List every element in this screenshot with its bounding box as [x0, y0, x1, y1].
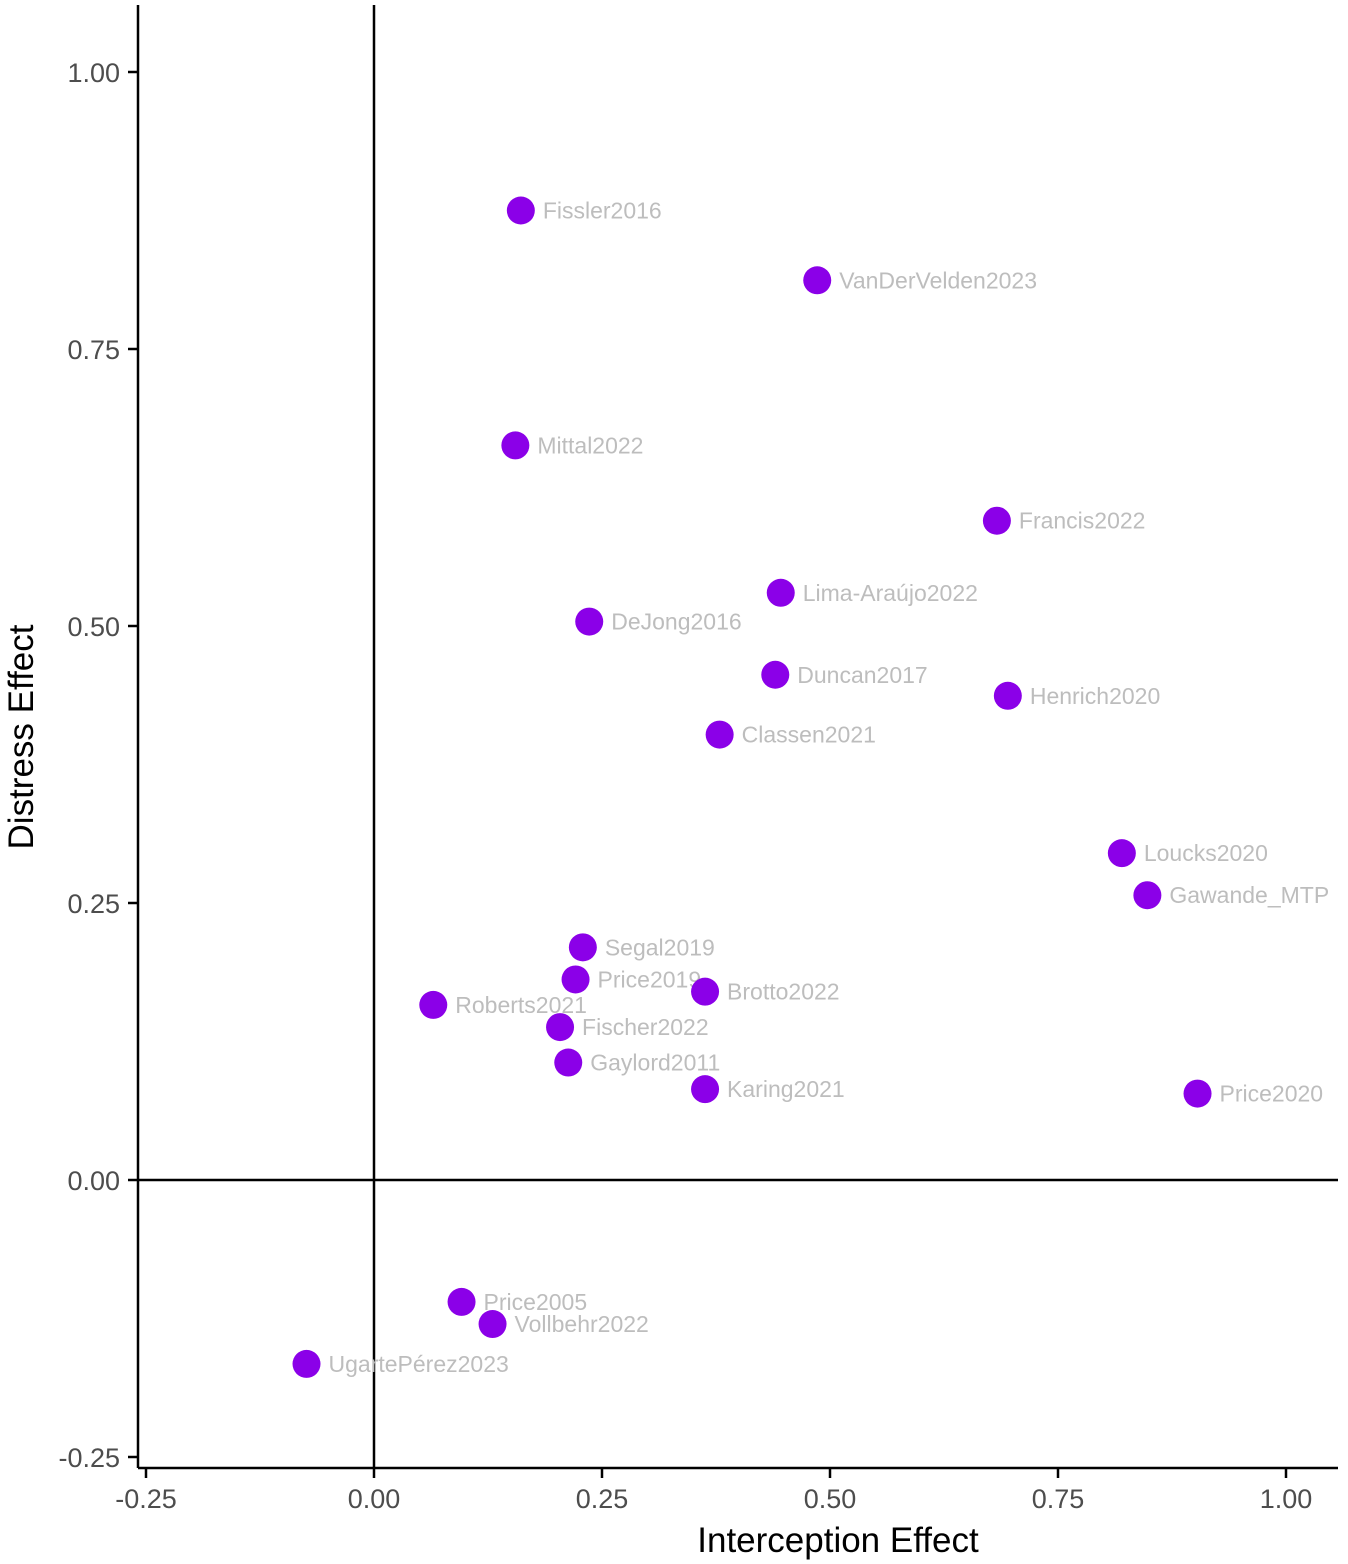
data-point-group: Karing2021	[691, 1075, 845, 1104]
data-point	[803, 266, 832, 295]
data-point-group: UgartePérez2023	[292, 1349, 509, 1378]
data-point	[419, 990, 448, 1019]
y-axis-title: Distress Effect	[2, 624, 41, 849]
data-point-label: Fischer2022	[582, 1014, 709, 1040]
x-tick-label: 1.00	[1260, 1484, 1313, 1514]
data-point-group: Gaylord2011	[554, 1048, 720, 1077]
data-point-label: Vollbehr2022	[515, 1311, 649, 1337]
data-point	[506, 196, 535, 225]
data-point	[691, 1075, 720, 1104]
data-point-label: Karing2021	[727, 1076, 845, 1102]
data-point-group: Price2020	[1183, 1079, 1324, 1108]
x-axis-ticks: -0.25 0.00 0.25 0.50 0.75 1.00	[115, 1468, 1312, 1514]
x-tick-label: 0.25	[576, 1484, 629, 1514]
data-point-group: Gawande_MTP	[1133, 881, 1329, 910]
data-point-group: Price2005	[447, 1287, 588, 1316]
data-point-group: Loucks2020	[1107, 839, 1268, 868]
data-point-group: Vollbehr2022	[478, 1310, 649, 1339]
y-tick-label: 1.00	[67, 58, 120, 88]
data-point-group: Segal2019	[568, 933, 715, 962]
y-axis-ticks: -0.25 0.00 0.25 0.50 0.75 1.00	[58, 58, 138, 1473]
y-tick-label: 0.00	[67, 1166, 120, 1196]
data-point-label: Gaylord2011	[590, 1050, 720, 1076]
data-point-group: Duncan2017	[761, 660, 928, 689]
data-point-label: Francis2022	[1019, 508, 1146, 534]
data-point-group: Francis2022	[982, 506, 1146, 535]
data-point	[447, 1287, 476, 1316]
data-point	[705, 720, 734, 749]
x-tick-label: -0.25	[115, 1484, 177, 1514]
data-point-label: Fissler2016	[543, 198, 662, 224]
data-point-label: Mittal2022	[537, 432, 643, 458]
data-points: Fissler2016 VanDerVelden2023 Mittal2022 Fra…	[292, 196, 1329, 1378]
y-tick-label: 0.50	[67, 612, 120, 642]
y-tick-label: 0.25	[67, 889, 120, 919]
data-point	[554, 1048, 583, 1077]
data-point	[575, 607, 604, 636]
data-point-group: Classen2021	[705, 720, 876, 749]
data-point-label: VanDerVelden2023	[839, 267, 1037, 293]
data-point-group: DeJong2016	[575, 607, 742, 636]
data-point-label: DeJong2016	[611, 609, 741, 635]
data-point-label: Henrich2020	[1030, 683, 1160, 709]
data-point	[1183, 1079, 1212, 1108]
data-point	[501, 431, 530, 460]
data-point	[1133, 881, 1162, 910]
data-point-label: Brotto2022	[727, 979, 840, 1005]
data-point	[691, 977, 720, 1006]
data-point-group: Henrich2020	[993, 681, 1160, 710]
data-point-label: Price2019	[598, 966, 702, 992]
data-point-label: Roberts2021	[455, 992, 587, 1018]
y-tick-label: 0.75	[67, 335, 120, 365]
data-point-label: Lima-Araújo2022	[803, 580, 978, 606]
data-point	[982, 506, 1011, 535]
data-point-group: VanDerVelden2023	[803, 266, 1037, 295]
x-tick-label: 0.00	[348, 1484, 401, 1514]
data-point-group: Roberts2021	[419, 990, 587, 1019]
data-point-group: Brotto2022	[691, 977, 840, 1006]
x-tick-label: 0.50	[804, 1484, 857, 1514]
x-tick-label: 0.75	[1032, 1484, 1085, 1514]
data-point-label: Loucks2020	[1144, 840, 1268, 866]
y-tick-label: -0.25	[58, 1443, 120, 1473]
data-point	[478, 1310, 507, 1339]
data-point	[292, 1349, 321, 1378]
data-point-group: Lima-Araújo2022	[766, 578, 978, 607]
x-axis-title: Interception Effect	[697, 1521, 979, 1560]
data-point	[546, 1013, 575, 1042]
data-point-label: Segal2019	[605, 934, 715, 960]
data-point	[1107, 839, 1136, 868]
data-point-group: Fischer2022	[546, 1013, 709, 1042]
data-point-label: Price2005	[484, 1289, 588, 1315]
data-point-group: Fissler2016	[506, 196, 662, 225]
data-point	[993, 681, 1022, 710]
data-point-label: Gawande_MTP	[1169, 882, 1329, 908]
data-point-group: Mittal2022	[501, 431, 643, 460]
data-point	[761, 660, 790, 689]
data-point	[568, 933, 597, 962]
data-point-label: UgartePérez2023	[329, 1351, 509, 1377]
data-point-label: Classen2021	[742, 722, 876, 748]
data-point	[766, 578, 795, 607]
data-point-label: Price2020	[1220, 1081, 1324, 1107]
data-point-label: Duncan2017	[797, 662, 927, 688]
data-point	[561, 965, 590, 994]
data-point-group: Price2019	[561, 965, 702, 994]
